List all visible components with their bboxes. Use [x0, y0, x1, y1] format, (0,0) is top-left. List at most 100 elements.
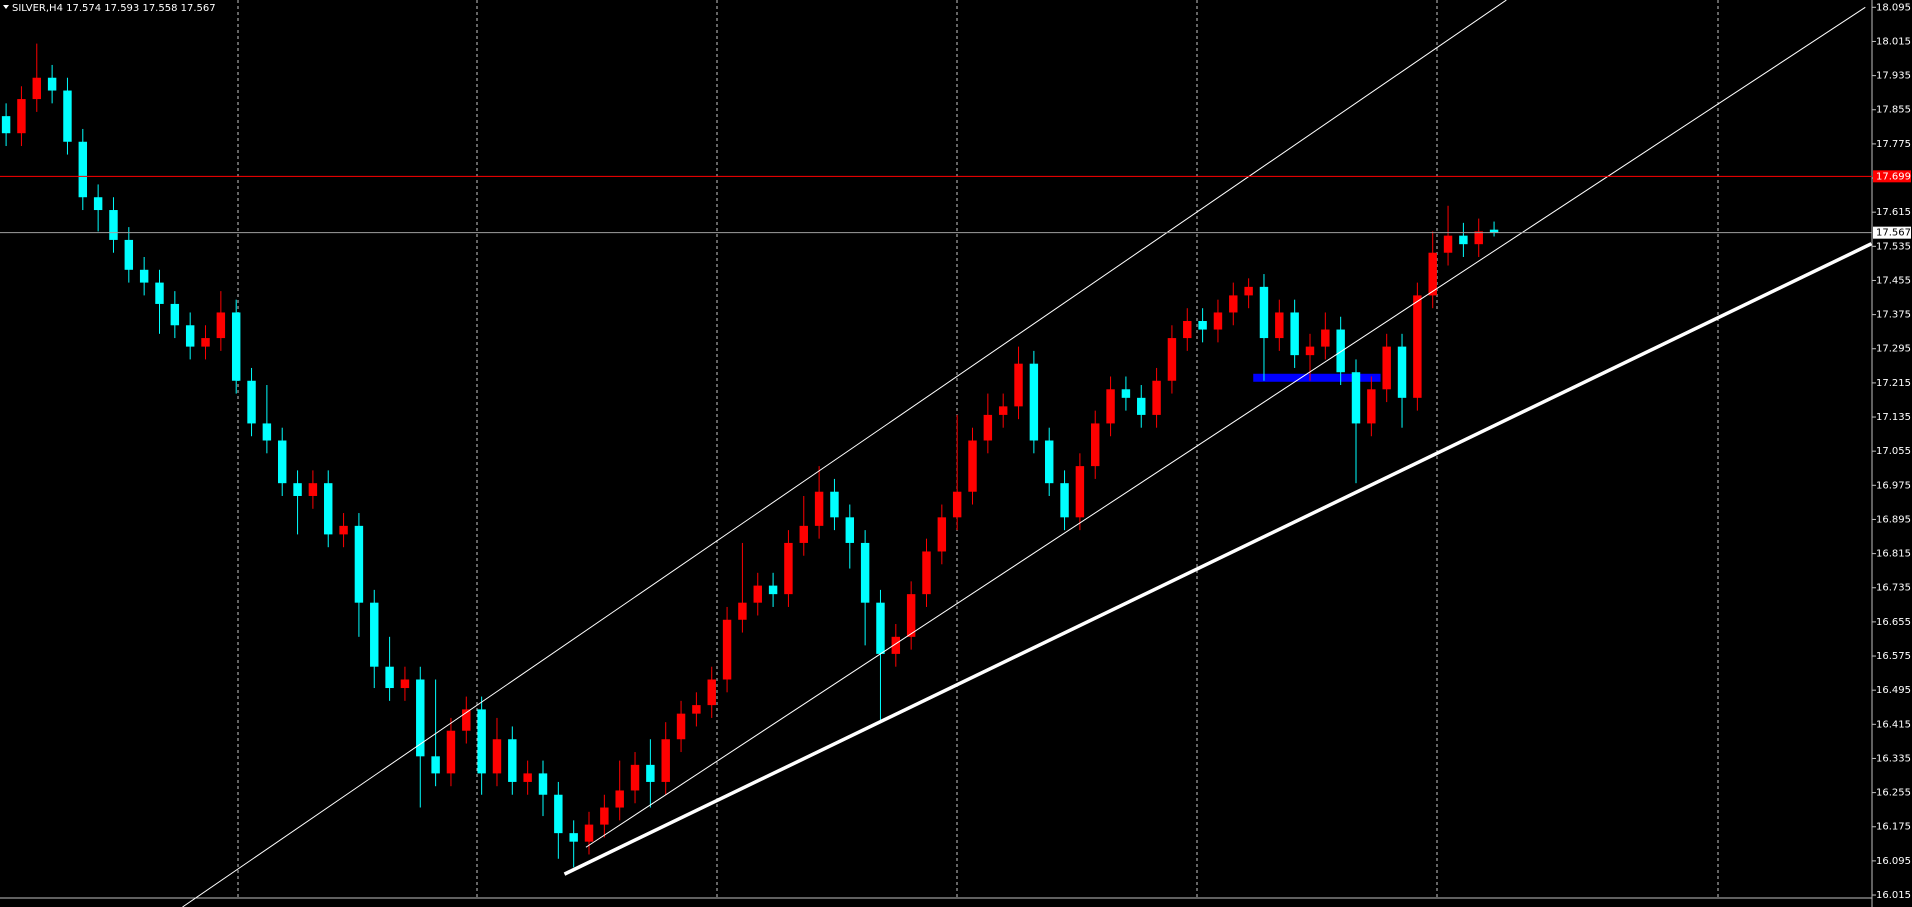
candle-body [1321, 329, 1330, 347]
candle-body [1367, 389, 1376, 424]
candle-body [661, 739, 670, 782]
candle-body [1459, 235, 1468, 245]
candle-body [1244, 286, 1253, 296]
candle-body [32, 77, 41, 100]
candle-body [707, 679, 716, 706]
candle-body [216, 312, 226, 339]
candle-body [845, 517, 855, 543]
candle-body [1152, 380, 1161, 415]
candle-body [768, 585, 778, 595]
candle-body [922, 551, 931, 595]
candle-body [799, 525, 808, 543]
candle-body [860, 542, 870, 603]
chart-title: SILVER,H4 17.574 17.593 17.558 17.567 [12, 3, 216, 14]
candle-body [1305, 346, 1315, 356]
candle-body [1213, 312, 1223, 330]
y-tick-label: 17.135 [1876, 412, 1911, 423]
candle-body [324, 483, 333, 535]
price-axis: 16.015 16.095 16.175 16.255 16.335 16.415 16.4… [1872, 2, 1911, 901]
candle-body [370, 602, 379, 667]
candle-body [554, 794, 563, 834]
candle-body [584, 824, 594, 842]
candle-body [277, 440, 287, 484]
candle-body [784, 542, 793, 595]
candle-body [1075, 466, 1085, 518]
candle-body [998, 406, 1008, 415]
price-tag [1873, 226, 1911, 239]
y-tick-label: 17.855 [1876, 105, 1911, 116]
candle-body [906, 594, 916, 637]
candle-body [1183, 321, 1192, 339]
candle-body [569, 833, 578, 842]
candle-body [124, 239, 134, 270]
candle-body [676, 713, 686, 740]
y-tick-label: 16.015 [1876, 890, 1911, 901]
candle-body [1029, 363, 1039, 441]
candle-body [891, 636, 901, 654]
candle-body [508, 739, 517, 782]
candle-body [738, 602, 747, 620]
candle-body [1413, 295, 1422, 398]
candle-body [1259, 286, 1269, 339]
candle-body [1060, 483, 1069, 518]
vertical-separators [237, 0, 1719, 897]
candle-body [1275, 312, 1284, 339]
price-tag-label: 17.699 [1876, 171, 1911, 182]
candle-body [262, 423, 272, 441]
y-tick-label: 17.775 [1876, 139, 1911, 150]
y-tick-label: 17.455 [1876, 275, 1911, 286]
candle-body [722, 619, 732, 680]
candle-body [1198, 321, 1207, 330]
candle-body [293, 483, 302, 496]
candle-body [1336, 329, 1345, 373]
candle-body [416, 679, 425, 757]
candle-body [1014, 363, 1023, 407]
candle-body [968, 440, 977, 492]
y-tick-label: 18.095 [1876, 2, 1911, 13]
y-tick-label: 16.495 [1876, 685, 1911, 696]
candle-body [155, 282, 164, 304]
candle-body [753, 585, 762, 603]
candle-body [231, 312, 241, 381]
candle-body [1443, 235, 1453, 253]
candle-body [600, 807, 609, 825]
candle-body [646, 764, 655, 782]
candle-body [247, 380, 256, 424]
candle-body [431, 756, 440, 774]
y-tick-label: 16.975 [1876, 480, 1911, 491]
candle-body [1137, 397, 1146, 415]
candle-body [201, 338, 210, 347]
candle-body [1351, 372, 1361, 424]
y-tick-label: 17.535 [1876, 241, 1911, 252]
zone [1253, 373, 1381, 382]
candle-body [1229, 295, 1238, 313]
trend-line [563, 242, 1872, 876]
y-tick-label: 16.175 [1876, 822, 1911, 833]
candle-body [615, 790, 624, 808]
candle-body [1, 116, 11, 134]
price-tag-label: 17.567 [1876, 228, 1911, 239]
y-tick-label: 17.375 [1876, 310, 1911, 321]
candle-body [1397, 346, 1407, 398]
y-tick-label: 17.055 [1876, 446, 1911, 457]
candle-body [1044, 440, 1054, 484]
candle-body [400, 679, 410, 689]
y-tick-label: 16.575 [1876, 651, 1911, 662]
y-tick-label: 16.895 [1876, 514, 1911, 525]
candle-body [109, 210, 118, 240]
candle-body [983, 414, 993, 441]
candle-body [139, 269, 149, 283]
candle-body [1474, 231, 1483, 245]
candle-body [354, 525, 364, 603]
candle-body [1091, 423, 1100, 467]
y-tick-label: 16.255 [1876, 788, 1911, 799]
candle-body [17, 99, 26, 134]
candle-body [78, 141, 88, 198]
candle-body [1489, 229, 1499, 233]
y-tick-label: 16.415 [1876, 719, 1911, 730]
y-tick-label: 16.095 [1876, 856, 1911, 867]
y-tick-label: 17.615 [1876, 207, 1911, 218]
y-tick-label: 16.815 [1876, 549, 1911, 560]
trend-line [585, 6, 1866, 848]
